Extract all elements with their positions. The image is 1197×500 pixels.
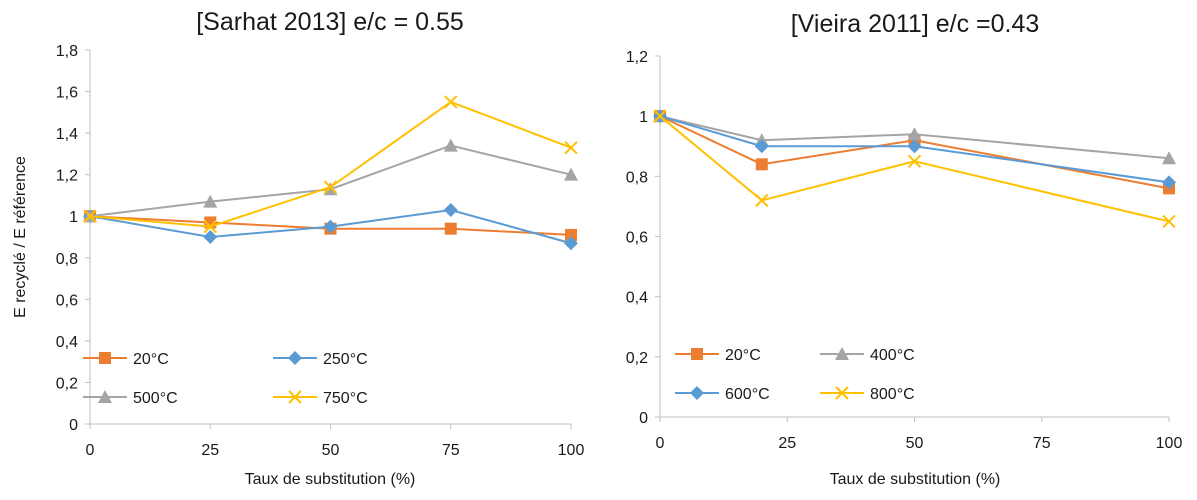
data-point: [907, 127, 922, 141]
legend-marker: [99, 352, 111, 364]
x-tick-label: 0: [656, 435, 665, 452]
legend-entry: 600°C: [675, 386, 770, 403]
legend-marker: [690, 386, 704, 400]
y-tick-label: 0,8: [56, 251, 78, 268]
legend-marker: [98, 390, 112, 403]
data-point: [564, 140, 578, 155]
data-point: [323, 180, 338, 194]
series-800°C: [653, 109, 1176, 229]
data-point: [444, 222, 457, 235]
data-point: [1162, 175, 1176, 190]
data-point: [653, 109, 667, 123]
x-axis-label: Taux de substitution (%): [830, 471, 1001, 488]
y-tick-label: 1,2: [56, 168, 78, 185]
legend-entry: 20°C: [83, 351, 169, 368]
data-point: [443, 202, 458, 217]
legend-label: 600°C: [725, 386, 770, 403]
data-point: [323, 219, 338, 234]
data-point: [755, 158, 768, 171]
series-250°C: [83, 202, 578, 251]
y-tick-label: 0,8: [626, 169, 648, 186]
y-tick-label: 0,4: [56, 334, 78, 351]
x-tick-label: 50: [322, 442, 340, 459]
series-500°C: [83, 138, 578, 223]
data-point: [83, 209, 97, 223]
chart-title: [Sarhat 2013] e/c = 0.55: [196, 8, 464, 36]
series-750°C: [83, 95, 578, 234]
legend-label: 750°C: [323, 390, 368, 407]
data-point: [203, 230, 218, 244]
legend-label: 800°C: [870, 386, 915, 403]
data-point: [907, 139, 922, 154]
data-point: [907, 154, 922, 168]
legend-marker: [835, 386, 849, 400]
legend-entry: 20°C: [675, 347, 761, 364]
legend-entry: 400°C: [820, 347, 915, 364]
data-point: [444, 95, 458, 109]
legend-marker: [835, 347, 849, 360]
data-point: [203, 219, 217, 234]
data-point: [1162, 151, 1176, 165]
legend-label: 20°C: [725, 347, 761, 364]
legend-marker: [288, 390, 302, 404]
data-point: [564, 236, 578, 251]
chart-2: [Vieira 2011] e/c =0.43 0 0,2 0,4 0,6 0,8 1 1,2…: [626, 10, 1183, 488]
data-point: [754, 139, 769, 154]
legend-entry: 800°C: [820, 386, 915, 403]
y-tick-label: 0: [69, 417, 78, 434]
series-line: [89, 144, 572, 218]
legend-entry: 750°C: [273, 390, 368, 407]
x-tick-label: 100: [558, 442, 585, 459]
x-axis-label: Taux de substitution (%): [245, 471, 416, 488]
legend-label: 20°C: [133, 351, 169, 368]
y-tick-label: 1,6: [56, 85, 78, 102]
x-tick-label: 75: [442, 442, 460, 459]
y-tick-label: 0,6: [626, 230, 648, 247]
y-tick-label: 0,6: [56, 292, 78, 309]
legend-marker: [288, 351, 302, 365]
y-axis-label: E recyclé / E référence: [12, 156, 29, 318]
data-point: [1162, 214, 1176, 229]
series-line: [659, 115, 1170, 223]
data-point: [203, 194, 218, 208]
y-tick-label: 0: [639, 410, 648, 427]
x-tick-label: 25: [778, 435, 796, 452]
x-tick-label: 0: [86, 442, 95, 459]
legend-marker: [691, 348, 703, 360]
y-tick-label: 0,2: [56, 375, 78, 392]
y-tick-label: 1: [639, 109, 648, 126]
series-line: [659, 115, 1170, 184]
data-point: [565, 228, 577, 241]
chart-title: [Vieira 2011] e/c =0.43: [791, 10, 1040, 38]
legend-label: 500°C: [133, 390, 178, 407]
data-point: [755, 193, 769, 208]
legend-entry: 250°C: [273, 351, 368, 368]
data-point: [443, 138, 458, 152]
x-tick-label: 100: [1156, 435, 1183, 452]
legend-label: 400°C: [870, 347, 915, 364]
legend-entry: 500°C: [83, 390, 178, 407]
y-tick-label: 1,8: [56, 43, 78, 60]
x-tick-label: 25: [201, 442, 219, 459]
y-tick-label: 1,4: [56, 126, 78, 143]
x-tick-label: 75: [1033, 435, 1051, 452]
y-tick-label: 0,2: [626, 350, 648, 367]
legend-label: 250°C: [323, 351, 368, 368]
y-tick-label: 1,2: [626, 49, 648, 66]
x-tick-label: 50: [906, 435, 924, 452]
chart-1: [Sarhat 2013] e/c = 0.55 0 0,2 0,4 0,6 0,8 1 1,…: [12, 8, 584, 488]
y-tick-label: 1: [69, 209, 78, 226]
y-tick-label: 0,4: [626, 290, 648, 307]
data-point: [564, 167, 578, 181]
series-line: [659, 115, 1170, 160]
